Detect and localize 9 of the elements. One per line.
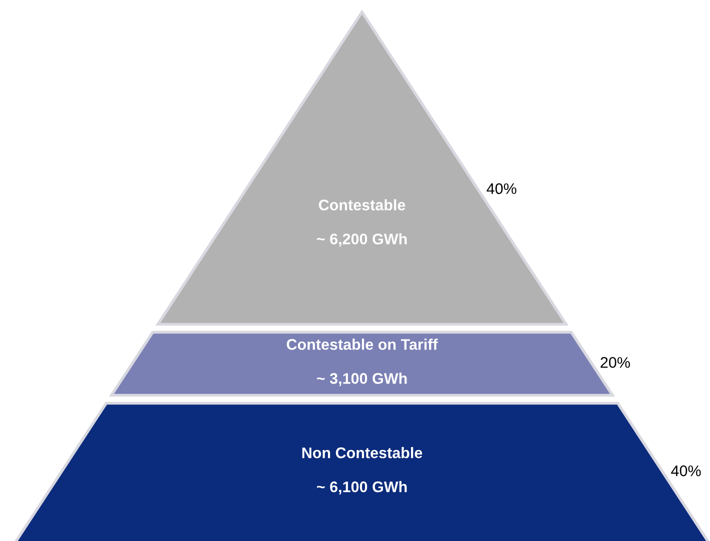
text: ~ 3,100 GWh <box>316 372 407 386</box>
data-label: 40% <box>671 465 701 476</box>
category-label: Contestable on Tariff <box>286 338 438 350</box>
data-label: 40% <box>486 183 516 194</box>
data-label: 20% <box>600 357 630 368</box>
text: ~ 6,100 GWh <box>316 481 407 494</box>
category-label: Contestable <box>318 199 406 210</box>
text: ~ 6,200 GWh <box>316 233 407 247</box>
category-label: Non Contestable <box>302 447 422 458</box>
